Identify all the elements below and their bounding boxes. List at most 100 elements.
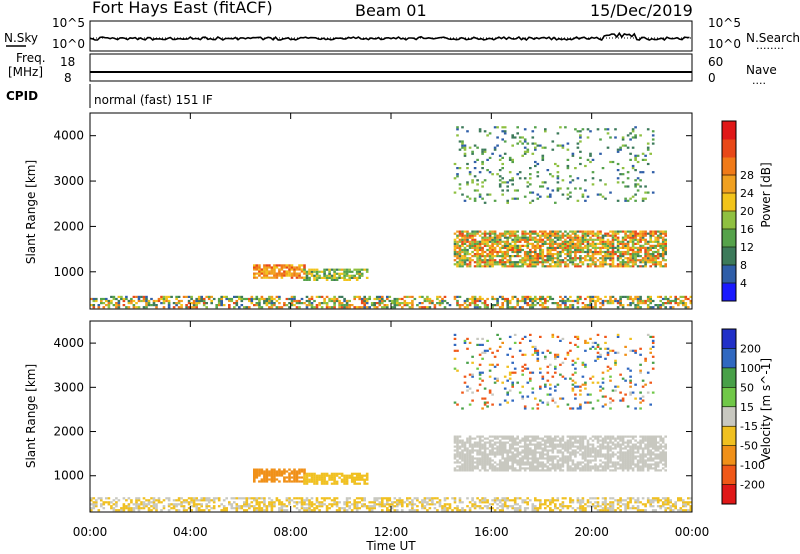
cell bbox=[386, 304, 389, 307]
cell bbox=[135, 306, 138, 309]
cell bbox=[549, 257, 552, 260]
cell bbox=[305, 507, 309, 510]
cell bbox=[541, 230, 545, 233]
cell bbox=[511, 439, 514, 442]
cell bbox=[461, 391, 464, 394]
cell bbox=[523, 455, 527, 458]
cell bbox=[529, 465, 532, 468]
cell bbox=[556, 250, 560, 254]
cell bbox=[626, 467, 630, 470]
cell bbox=[541, 295, 545, 298]
cell bbox=[556, 144, 560, 147]
cell bbox=[636, 447, 640, 450]
cell bbox=[609, 505, 612, 508]
cell bbox=[659, 435, 662, 438]
cell bbox=[589, 242, 592, 245]
cell bbox=[471, 455, 474, 458]
cell bbox=[579, 242, 582, 245]
cell bbox=[521, 295, 524, 298]
cell bbox=[619, 148, 622, 151]
cell bbox=[258, 503, 261, 506]
cell bbox=[498, 306, 502, 309]
cell bbox=[152, 507, 156, 510]
cell bbox=[629, 507, 632, 510]
cell bbox=[656, 240, 660, 243]
cell bbox=[338, 274, 341, 277]
cell bbox=[611, 509, 615, 512]
cell bbox=[275, 274, 279, 277]
cell bbox=[679, 302, 683, 305]
cell bbox=[290, 266, 294, 269]
cell bbox=[661, 467, 665, 470]
cell bbox=[546, 238, 550, 241]
cell bbox=[458, 257, 462, 260]
cell bbox=[596, 299, 600, 303]
cell bbox=[491, 445, 494, 448]
cell bbox=[471, 181, 474, 184]
cell bbox=[240, 497, 244, 500]
cell bbox=[177, 302, 181, 305]
cell bbox=[468, 461, 472, 464]
cell bbox=[498, 183, 502, 186]
cell bbox=[579, 453, 582, 456]
cell bbox=[280, 306, 284, 309]
cell bbox=[416, 505, 419, 508]
cell bbox=[466, 347, 469, 350]
cell bbox=[561, 144, 565, 147]
cell bbox=[569, 175, 572, 178]
cell bbox=[574, 453, 577, 456]
cell bbox=[127, 507, 131, 510]
cell bbox=[298, 268, 301, 271]
cell bbox=[596, 455, 600, 458]
cell bbox=[656, 234, 660, 237]
cell bbox=[501, 189, 504, 192]
cell bbox=[338, 302, 341, 305]
cell bbox=[541, 461, 545, 464]
cell bbox=[601, 437, 605, 440]
cell bbox=[581, 499, 585, 502]
cell bbox=[147, 304, 151, 307]
cell bbox=[561, 302, 565, 305]
cell bbox=[320, 480, 324, 483]
cell bbox=[646, 261, 650, 264]
cell bbox=[624, 246, 627, 249]
cell bbox=[644, 299, 647, 303]
cell bbox=[391, 505, 394, 508]
cell bbox=[516, 443, 519, 446]
cell bbox=[641, 299, 645, 303]
cell bbox=[536, 197, 540, 200]
cell bbox=[225, 297, 228, 301]
cell bbox=[473, 232, 477, 235]
cell bbox=[92, 497, 96, 500]
cell bbox=[574, 455, 577, 458]
cell bbox=[601, 453, 605, 456]
cell bbox=[589, 467, 592, 470]
cell bbox=[345, 505, 349, 508]
cell bbox=[308, 505, 311, 508]
cell bbox=[308, 472, 311, 475]
cell bbox=[473, 160, 477, 164]
cell bbox=[561, 261, 565, 264]
cell bbox=[135, 497, 138, 500]
cell bbox=[195, 299, 198, 303]
cell bbox=[466, 263, 469, 266]
cell bbox=[682, 501, 685, 504]
cell bbox=[310, 497, 314, 500]
cell bbox=[606, 234, 610, 237]
cell bbox=[677, 297, 680, 301]
cell bbox=[360, 476, 364, 479]
cell bbox=[456, 447, 459, 450]
cell bbox=[348, 505, 351, 508]
cell bbox=[641, 463, 645, 466]
cell bbox=[596, 449, 600, 452]
cell bbox=[401, 302, 404, 305]
cell bbox=[325, 306, 329, 309]
cell bbox=[461, 439, 464, 442]
cell bbox=[526, 501, 529, 504]
cell bbox=[498, 240, 502, 243]
cell bbox=[621, 459, 625, 462]
cell bbox=[606, 445, 610, 448]
cell bbox=[556, 257, 560, 260]
noise-left-tick-bottom: 10^0 bbox=[52, 37, 85, 51]
cell bbox=[498, 259, 502, 262]
